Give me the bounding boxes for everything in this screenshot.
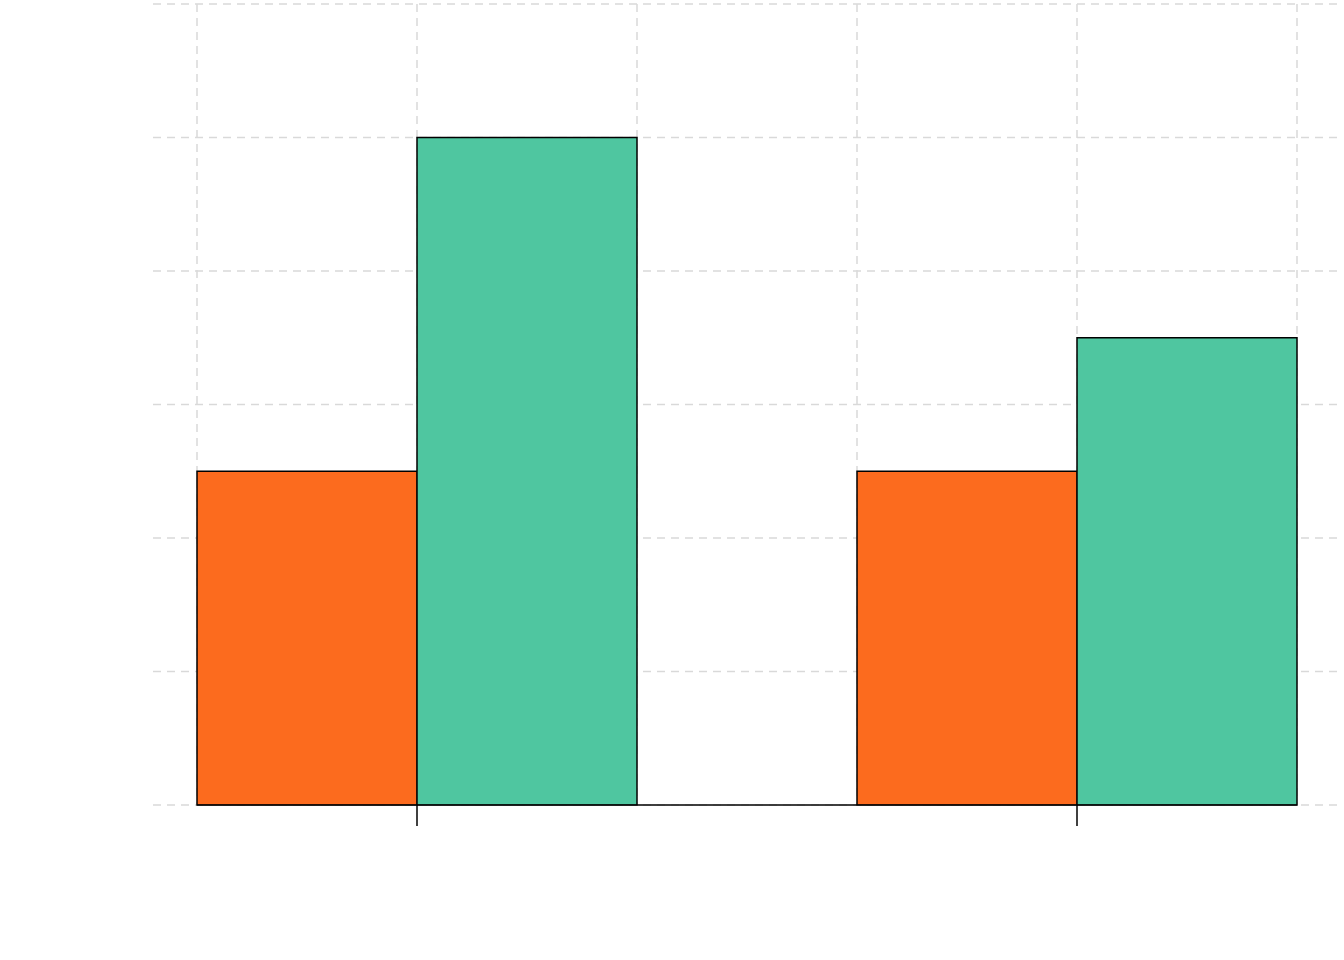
bar xyxy=(196,470,418,806)
bar xyxy=(1076,337,1298,806)
bar xyxy=(856,470,1078,806)
bar xyxy=(416,136,638,806)
